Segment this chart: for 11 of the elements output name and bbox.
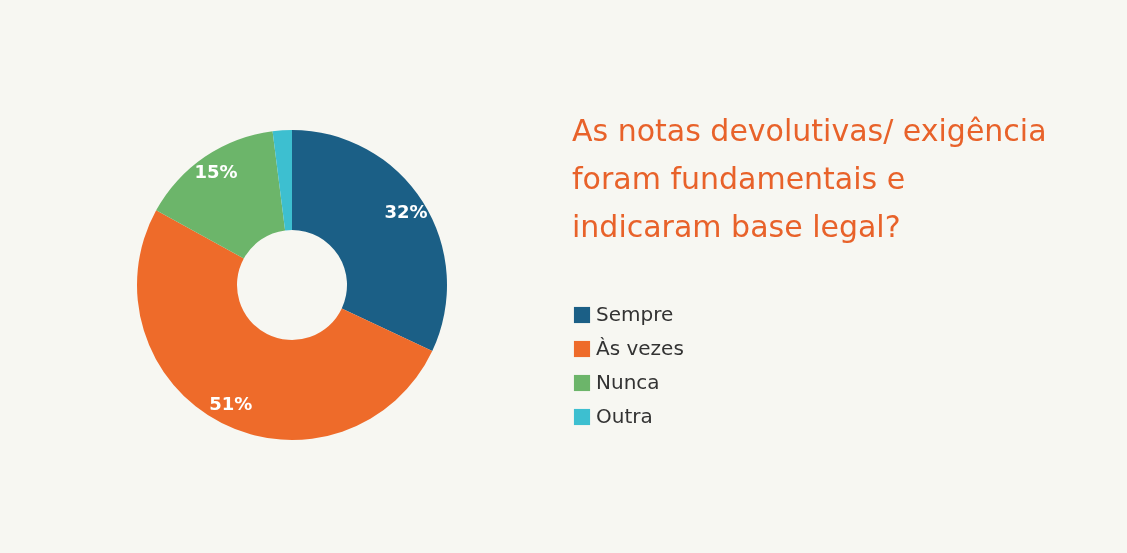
legend-label: Outra: [596, 404, 653, 428]
text: As notas devolutivas/ exigência foram fundamentais e indicaram base legal?: [572, 113, 1047, 244]
data-label: 32%: [384, 200, 428, 222]
legend-label: Sempre: [596, 302, 674, 326]
donut-slice: [292, 130, 447, 351]
data-label: 15%: [194, 161, 238, 183]
legend-label: Às vezes: [596, 336, 684, 360]
data-label: 51%: [209, 393, 253, 415]
legend-label: Nunca: [596, 370, 660, 394]
donut-slice: [272, 130, 292, 231]
donut-slice: [156, 131, 286, 259]
